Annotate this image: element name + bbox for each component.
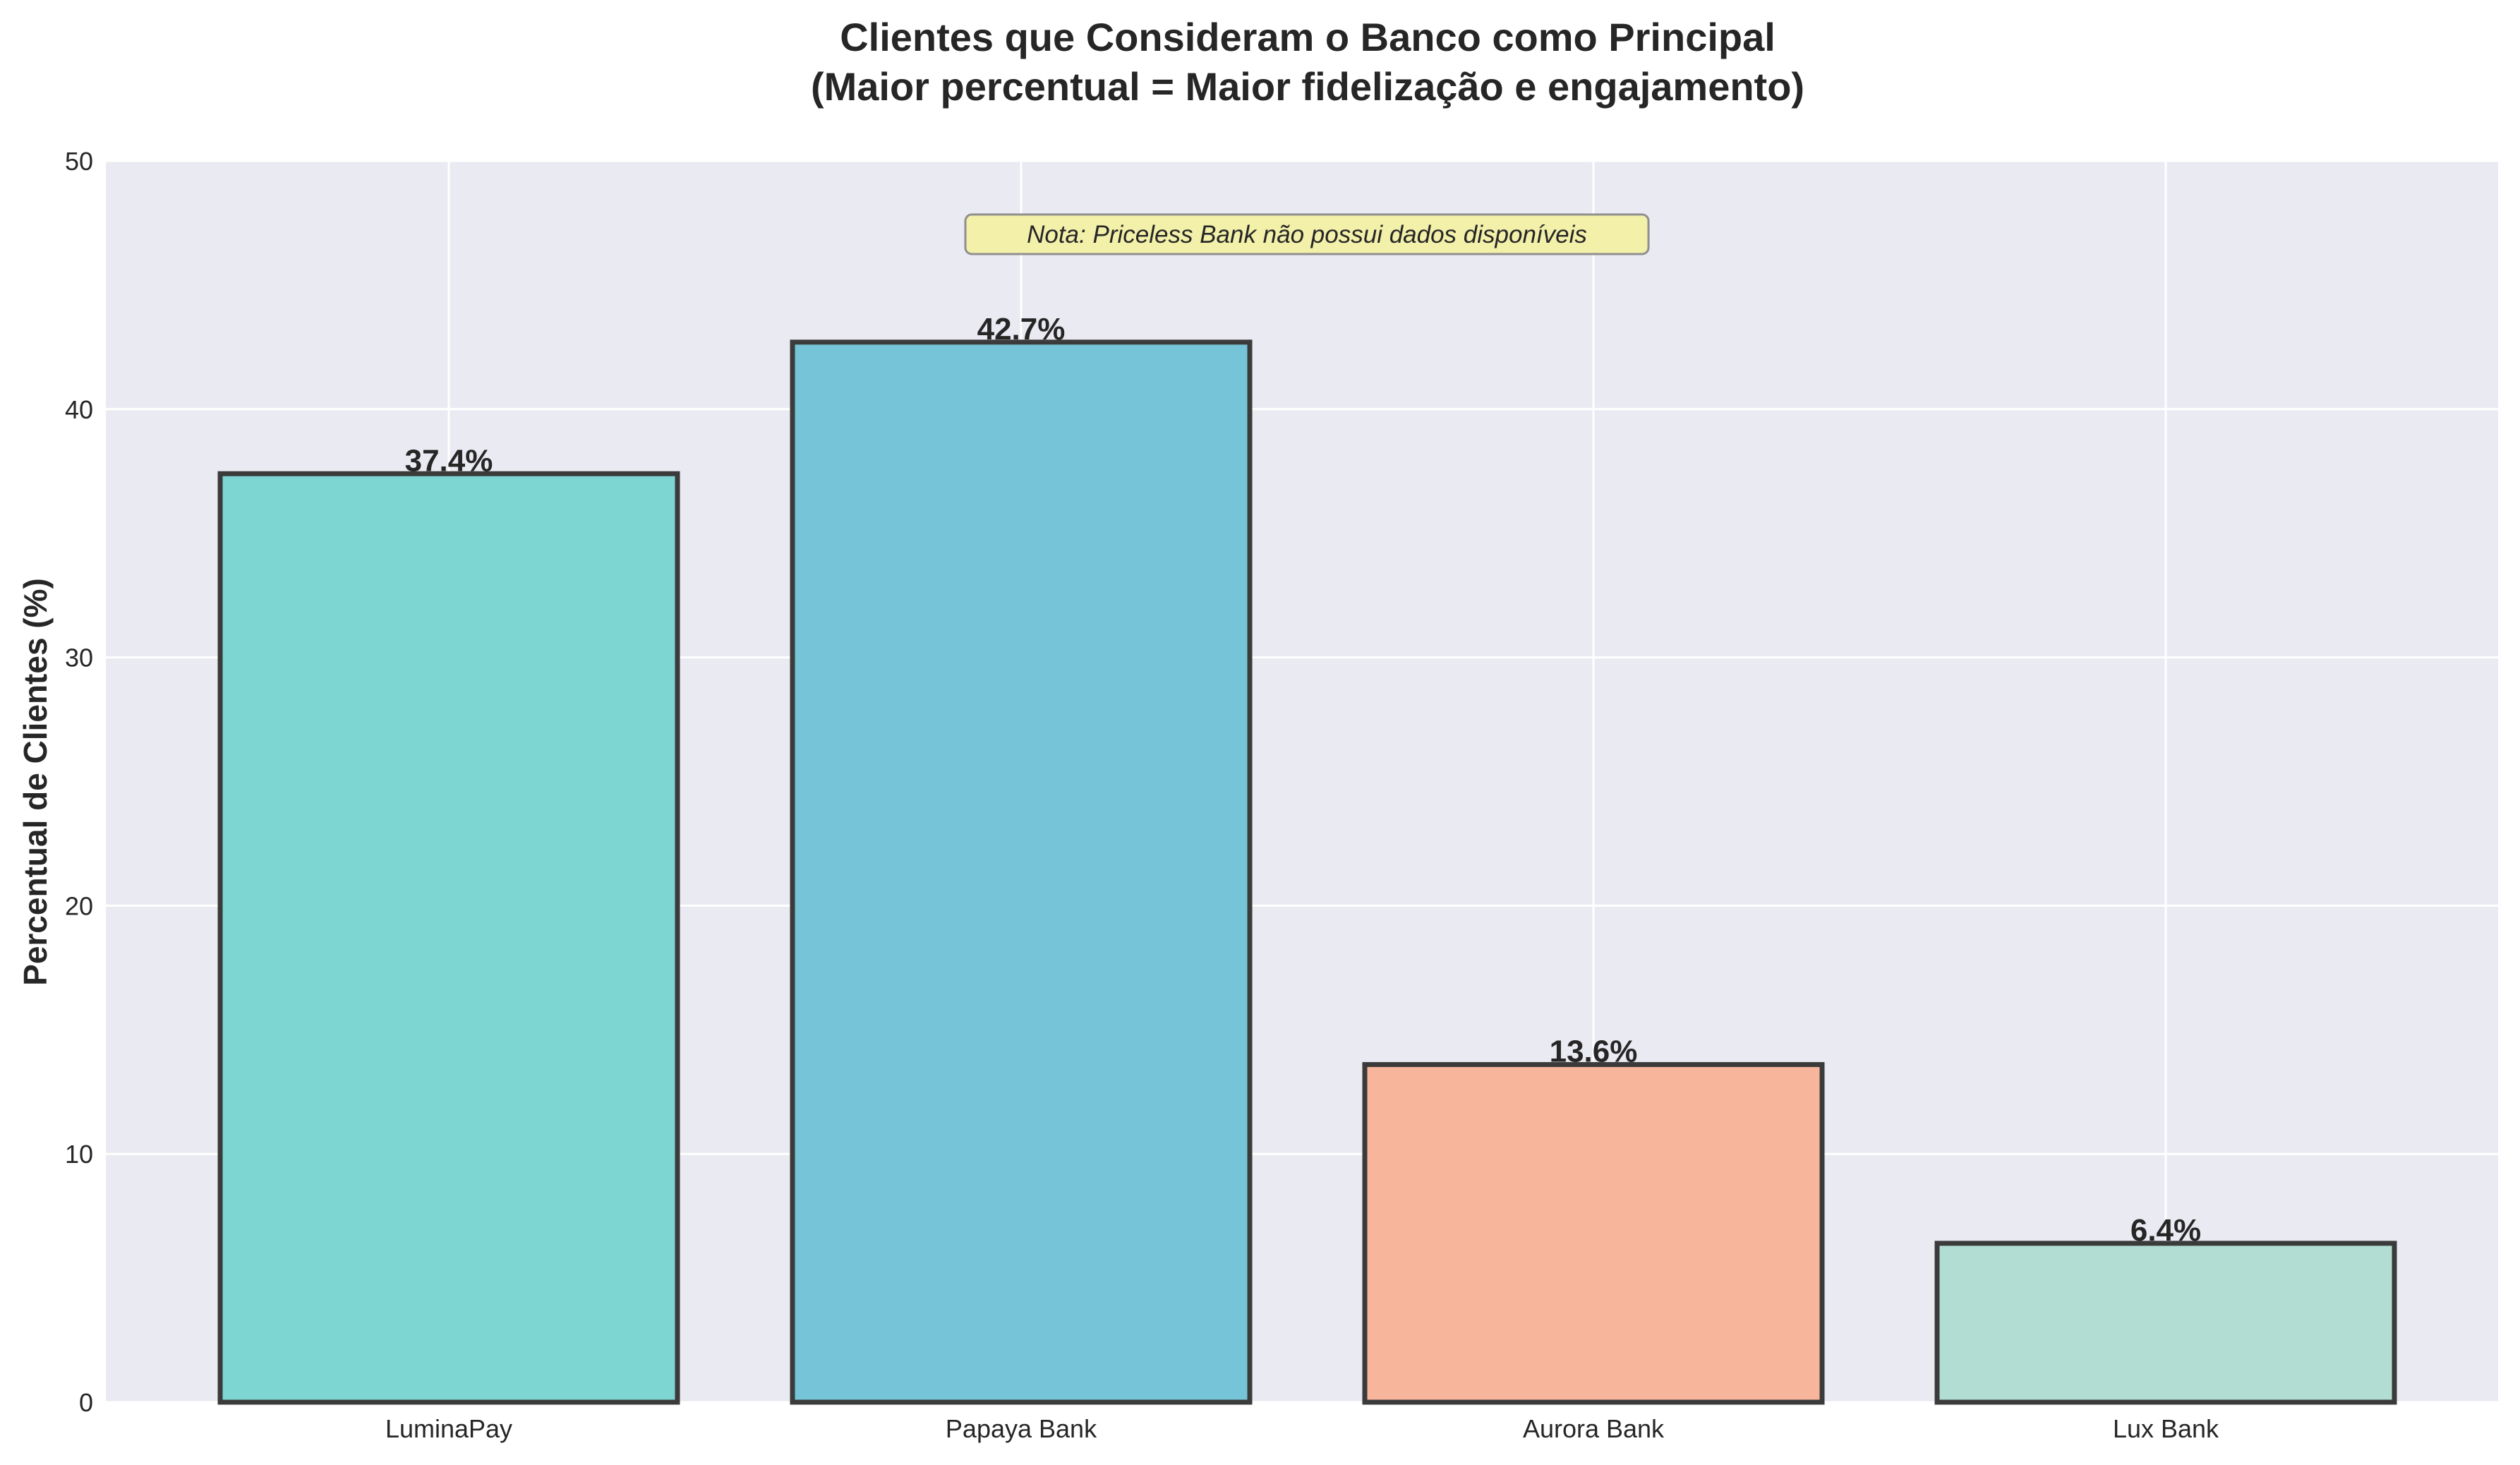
x-axis-ticks: LuminaPay Papaya Bank Aurora Bank Lux Bank (385, 1414, 2219, 1443)
annotation-text: Nota: Priceless Bank não possui dados di… (1027, 221, 1587, 248)
x-tick-label: Aurora Bank (1523, 1414, 1665, 1443)
bar-value-label: 42.7% (977, 312, 1066, 346)
y-tick-label: 20 (65, 891, 93, 920)
bar-value-label: 37.4% (405, 443, 493, 478)
bar-aurora-bank (1362, 1062, 1825, 1405)
y-axis-label: Percentual de Clientes (%) (17, 578, 54, 986)
bars (217, 339, 2397, 1405)
y-tick-label: 40 (65, 395, 93, 424)
y-tick-label: 50 (65, 147, 93, 176)
y-tick-label: 30 (65, 644, 93, 673)
bar-lux-bank (1934, 1241, 2397, 1405)
value-labels: 37.4% 42.7% 13.6% 6.4% (405, 312, 2202, 1248)
x-tick-label: LuminaPay (385, 1414, 512, 1443)
y-tick-label: 0 (79, 1388, 93, 1417)
bar-papaya-bank (790, 339, 1253, 1405)
chart-title-line1: Clientes que Consideram o Banco como Pri… (840, 15, 1776, 59)
bar-value-label: 13.6% (1550, 1035, 1638, 1069)
y-tick-label: 10 (65, 1140, 93, 1169)
bar-luminapay (217, 471, 680, 1405)
y-axis-ticks: 0 10 20 30 40 50 (65, 147, 93, 1417)
annotation-box (964, 213, 1650, 255)
bar-value-label: 6.4% (2130, 1213, 2201, 1248)
x-tick-label: Papaya Bank (946, 1414, 1097, 1443)
chart-title-line2: (Maior percentual = Maior fidelização e … (811, 64, 1804, 109)
x-tick-label: Lux Bank (2113, 1414, 2219, 1443)
annotation-note: Nota: Priceless Bank não possui dados di… (964, 213, 1650, 255)
